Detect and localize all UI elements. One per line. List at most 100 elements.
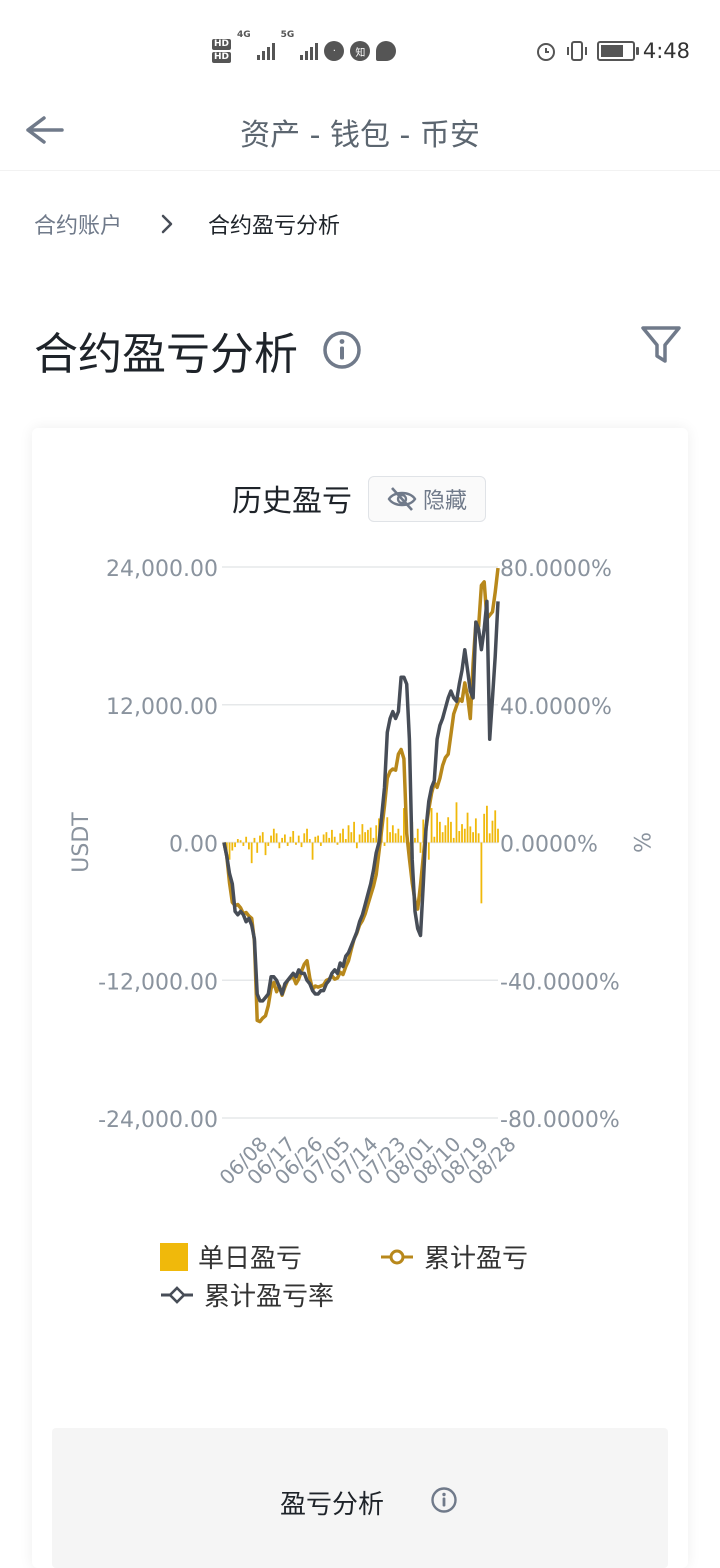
daily-pnl-bar xyxy=(458,831,461,843)
daily-pnl-bar xyxy=(400,835,403,843)
daily-pnl-bar xyxy=(469,826,472,843)
daily-pnl-bar xyxy=(486,805,488,843)
history-pnl-chart: 24,000.00 12,000.00 0.00 -12,000.00 -24,000.… xyxy=(69,557,653,1190)
info-icon[interactable] xyxy=(322,330,362,370)
y-right-axis-label: % xyxy=(628,832,653,853)
y-left-tick-label: 12,000.00 xyxy=(106,695,218,720)
y-left-tick-label: -12,000.00 xyxy=(98,970,218,995)
info-icon-small[interactable] xyxy=(430,1486,458,1514)
daily-pnl-bar xyxy=(270,835,272,843)
status-bar: HD HD 4G 5G · 知 4:48 xyxy=(0,0,720,100)
daily-pnl-bar xyxy=(239,840,242,843)
daily-pnl-bar xyxy=(328,837,331,843)
message-icon xyxy=(376,41,397,61)
breadcrumb-parent-link[interactable]: 合约账户 xyxy=(34,214,123,239)
daily-pnl-bar xyxy=(283,834,286,843)
daily-pnl-bar xyxy=(394,833,397,843)
y-right-tick-label: -40.0000% xyxy=(500,970,620,995)
zhihu-label: 知 xyxy=(355,47,366,59)
daily-pnl-bar xyxy=(278,842,281,849)
daily-pnl-bar xyxy=(364,832,367,843)
daily-pnl-bar xyxy=(295,842,297,845)
daily-pnl-bar xyxy=(331,829,333,843)
daily-pnl-bar xyxy=(245,836,248,843)
daily-pnl-bar xyxy=(259,835,261,843)
daily-pnl-bar xyxy=(461,824,463,843)
daily-pnl-bar xyxy=(248,842,250,850)
status-right-icons: 4:48 xyxy=(535,30,690,72)
daily-pnl-bar xyxy=(358,834,361,843)
legend-circle-line-icon xyxy=(381,1249,413,1264)
daily-pnl-bar xyxy=(342,828,344,843)
legend-daily-label: 单日盈亏 xyxy=(198,1244,303,1274)
legend-cumulative-pnl[interactable]: 累计盈亏 xyxy=(380,1238,528,1275)
daily-pnl-bar xyxy=(455,802,458,843)
daily-pnl-bar xyxy=(491,820,494,843)
daily-pnl-bar xyxy=(344,839,347,843)
daily-pnl-bar xyxy=(477,833,480,843)
daily-pnl-bar xyxy=(472,832,474,843)
pnl-analysis-section: 盈亏分析 xyxy=(52,1428,668,1568)
y-right-tick-label: -80.0000% xyxy=(500,1108,620,1133)
signal-icon-2 xyxy=(300,42,319,60)
breadcrumb: 合约账户 合约盈亏分析 xyxy=(34,208,340,240)
daily-pnl-bar xyxy=(414,837,416,843)
daily-pnl-bar xyxy=(353,821,355,843)
daily-pnl-bar xyxy=(289,836,292,843)
cumulative-pnl-line xyxy=(222,567,500,1024)
daily-pnl-bar xyxy=(325,832,328,843)
legend-square-icon xyxy=(160,1242,188,1271)
back-arrow-icon[interactable] xyxy=(22,110,68,150)
daily-pnl-bar xyxy=(444,825,447,843)
daily-pnl-bar xyxy=(256,842,259,853)
daily-pnl-bar xyxy=(292,831,295,843)
app-notification-icon: · xyxy=(324,41,345,61)
clock: 4:48 xyxy=(642,39,690,63)
daily-pnl-bar xyxy=(272,828,275,843)
y-left-tick-label: -24,000.00 xyxy=(98,1108,218,1133)
daily-pnl-bar xyxy=(264,842,267,856)
daily-pnl-bar xyxy=(253,837,256,843)
daily-pnl-bar xyxy=(242,842,245,846)
daily-pnl-bar xyxy=(450,821,452,843)
daily-pnl-bar xyxy=(311,842,314,860)
y-right-tick-label: 80.0000% xyxy=(500,557,612,582)
daily-pnl-bar xyxy=(416,828,419,843)
legend-cumulative-rate[interactable]: 累计盈亏率 xyxy=(160,1276,334,1313)
daily-pnl-bar xyxy=(438,821,441,843)
daily-pnl-bar xyxy=(436,812,439,843)
daily-pnl-bar xyxy=(275,833,278,843)
daily-pnl-bar xyxy=(494,810,497,843)
daily-pnl-bar xyxy=(250,842,253,864)
legend-daily-pnl[interactable]: 单日盈亏 xyxy=(160,1238,302,1275)
daily-pnl-bar xyxy=(386,817,389,843)
chart-title: 历史盈亏 xyxy=(232,484,352,519)
daily-pnl-bar xyxy=(383,842,386,846)
daily-pnl-bar xyxy=(422,819,425,843)
signal-icon xyxy=(256,42,275,60)
hide-button-label: 隐藏 xyxy=(422,489,467,514)
daily-pnl-bar xyxy=(433,836,436,843)
y-left-axis-label: USDT xyxy=(69,812,94,873)
legend-rate-label: 累计盈亏率 xyxy=(204,1282,335,1312)
status-left-icons: HD HD 4G 5G · 知 xyxy=(212,30,397,72)
daily-pnl-bar xyxy=(319,842,322,846)
daily-pnl-bar xyxy=(372,837,375,843)
daily-pnl-bar xyxy=(303,833,306,843)
daily-pnl-bar xyxy=(339,833,342,843)
daily-pnl-bar xyxy=(333,836,336,843)
y-right-tick-label: 0.0000% xyxy=(500,833,598,858)
daily-pnl-bar xyxy=(369,827,372,843)
daily-pnl-bar xyxy=(480,842,483,904)
hide-button[interactable]: 隐藏 xyxy=(368,476,486,522)
daily-pnl-bar xyxy=(463,828,466,843)
chevron-right-icon xyxy=(161,214,173,234)
vibrate-icon xyxy=(566,41,587,61)
daily-pnl-bar xyxy=(430,808,433,843)
daily-pnl-bar xyxy=(391,825,394,843)
filter-icon[interactable] xyxy=(638,322,684,368)
daily-pnl-bar xyxy=(427,842,430,860)
y-right-tick-label: 40.0000% xyxy=(500,695,612,720)
daily-pnl-bar xyxy=(322,834,325,843)
daily-pnl-bar xyxy=(488,833,491,843)
